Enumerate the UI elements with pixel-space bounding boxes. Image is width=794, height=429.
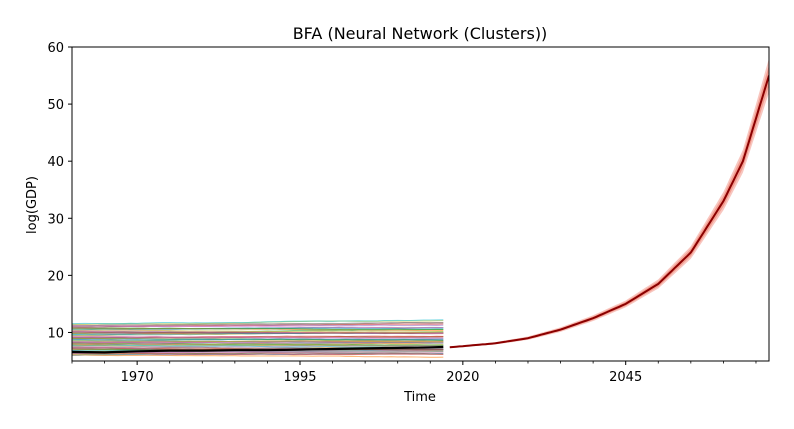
history-series-line [72, 330, 444, 334]
axes-frame [71, 46, 770, 362]
plot-area [72, 58, 769, 358]
history-series-line [72, 342, 444, 346]
history-series-line [72, 329, 444, 333]
history-series-line [72, 339, 444, 343]
x-tick-label: 1995 [283, 370, 316, 385]
history-series-line [72, 344, 444, 349]
y-tick-label: 40 [47, 155, 64, 170]
history-series-line [72, 319, 444, 325]
x-tick-label: 2045 [609, 370, 642, 385]
forecast-line [449, 75, 769, 349]
y-tick-label: 30 [47, 212, 64, 227]
target-series-line [72, 345, 444, 354]
series-group [72, 58, 769, 358]
x-tick-label: 1970 [121, 370, 154, 385]
history-series-line [72, 322, 444, 326]
history-series-line [72, 327, 444, 331]
y-tick-label: 20 [47, 269, 64, 284]
history-series-line [72, 335, 444, 339]
x-tick-label: 2020 [446, 370, 479, 385]
axes: 1970 1995 2020 2045 10 20 30 40 50 60 [47, 41, 770, 385]
y-tick-label: 10 [47, 326, 64, 341]
y-axis-label: log(GDP) [25, 176, 40, 234]
history-series-line [72, 342, 444, 346]
y-tick-label: 50 [47, 98, 64, 113]
history-series-line [72, 354, 444, 358]
y-tick-label: 60 [47, 41, 64, 56]
history-series-line [72, 337, 444, 342]
history-series-line [72, 324, 444, 329]
chart-title: BFA (Neural Network (Clusters)) [293, 24, 548, 43]
x-axis-label: Time [403, 390, 436, 405]
